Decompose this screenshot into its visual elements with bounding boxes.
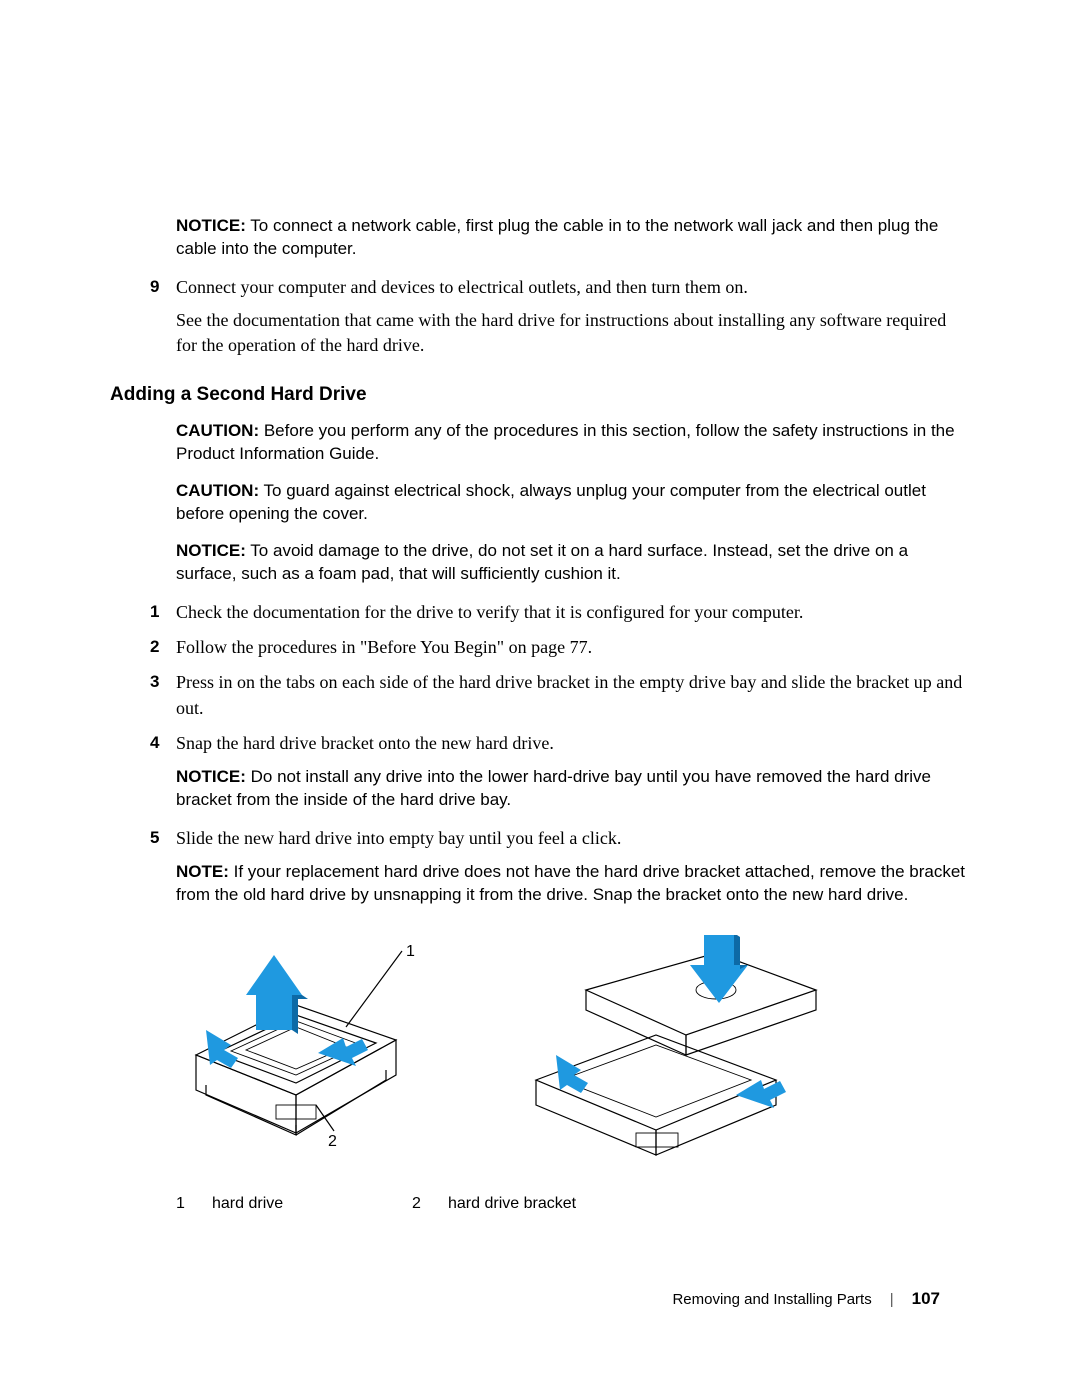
- notice-text: To connect a network cable, first plug t…: [176, 216, 938, 258]
- section-title: Adding a Second Hard Drive: [110, 384, 970, 406]
- callout-1: 1: [406, 943, 415, 961]
- note-bracket: NOTE: If your replacement hard drive doe…: [110, 861, 970, 907]
- step-body: Press in on the tabs on each side of the…: [176, 670, 970, 720]
- step-number: 9: [110, 275, 176, 359]
- legend-number: 1: [176, 1195, 212, 1213]
- footer-section: Removing and Installing Parts: [672, 1291, 871, 1308]
- footer-page-number: 107: [912, 1289, 940, 1309]
- step-body: Snap the hard drive bracket onto the new…: [176, 731, 970, 756]
- legend-text: hard drive: [212, 1195, 412, 1213]
- step-number: 3: [110, 670, 176, 720]
- notice-text: To avoid damage to the drive, do not set…: [176, 541, 908, 583]
- step-body: Slide the new hard drive into empty bay …: [176, 826, 970, 851]
- step-5: 5 Slide the new hard drive into empty ba…: [110, 826, 970, 851]
- notice-surface: NOTICE: To avoid damage to the drive, do…: [110, 540, 970, 586]
- note-text: If your replacement hard drive does not …: [176, 862, 965, 904]
- step-number: 1: [110, 600, 176, 625]
- step-body: Connect your computer and devices to ele…: [176, 275, 970, 359]
- page: NOTICE: To connect a network cable, firs…: [0, 0, 1080, 1397]
- step-body: Follow the procedures in "Before You Beg…: [176, 635, 970, 660]
- footer-separator: |: [890, 1291, 894, 1308]
- step-9: 9 Connect your computer and devices to e…: [110, 275, 970, 359]
- step-1: 1 Check the documentation for the drive …: [110, 600, 970, 625]
- figure-right: [516, 935, 836, 1165]
- step-number: 2: [110, 635, 176, 660]
- step-body: Check the documentation for the drive to…: [176, 600, 970, 625]
- notice-text: Do not install any drive into the lower …: [176, 767, 931, 809]
- notice-label: NOTICE:: [176, 767, 246, 786]
- drive-install-illustration: [516, 935, 836, 1165]
- caution-label: CAUTION:: [176, 481, 259, 500]
- step-3: 3 Press in on the tabs on each side of t…: [110, 670, 970, 720]
- figure-left: 1 2: [176, 935, 476, 1165]
- caution-label: CAUTION:: [176, 421, 259, 440]
- step-2: 2 Follow the procedures in "Before You B…: [110, 635, 970, 660]
- step-4: 4 Snap the hard drive bracket onto the n…: [110, 731, 970, 756]
- caution-text: To guard against electrical shock, alway…: [176, 481, 926, 523]
- figure-legend: 1 hard drive 2 hard drive bracket: [176, 1195, 970, 1213]
- figure-area: 1 2: [176, 935, 970, 1165]
- bracket-remove-illustration: [176, 935, 476, 1165]
- notice-lower-bay: NOTICE: Do not install any drive into th…: [110, 766, 970, 812]
- content-area: NOTICE: To connect a network cable, firs…: [110, 215, 970, 1213]
- page-footer: Removing and Installing Parts | 107: [672, 1289, 940, 1309]
- step-number: 4: [110, 731, 176, 756]
- notice-label: NOTICE:: [176, 541, 246, 560]
- notice-label: NOTICE:: [176, 216, 246, 235]
- step-number: 5: [110, 826, 176, 851]
- caution-safety: CAUTION: Before you perform any of the p…: [110, 420, 970, 466]
- step-line: Connect your computer and devices to ele…: [176, 275, 970, 300]
- caution-text: Before you perform any of the procedures…: [176, 421, 955, 463]
- notice-connect-cable: NOTICE: To connect a network cable, firs…: [110, 215, 970, 261]
- step-line: See the documentation that came with the…: [176, 308, 970, 358]
- callout-2: 2: [328, 1133, 337, 1151]
- note-label: NOTE:: [176, 862, 229, 881]
- legend-text: hard drive bracket: [448, 1195, 648, 1213]
- legend-number: 2: [412, 1195, 448, 1213]
- caution-shock: CAUTION: To guard against electrical sho…: [110, 480, 970, 526]
